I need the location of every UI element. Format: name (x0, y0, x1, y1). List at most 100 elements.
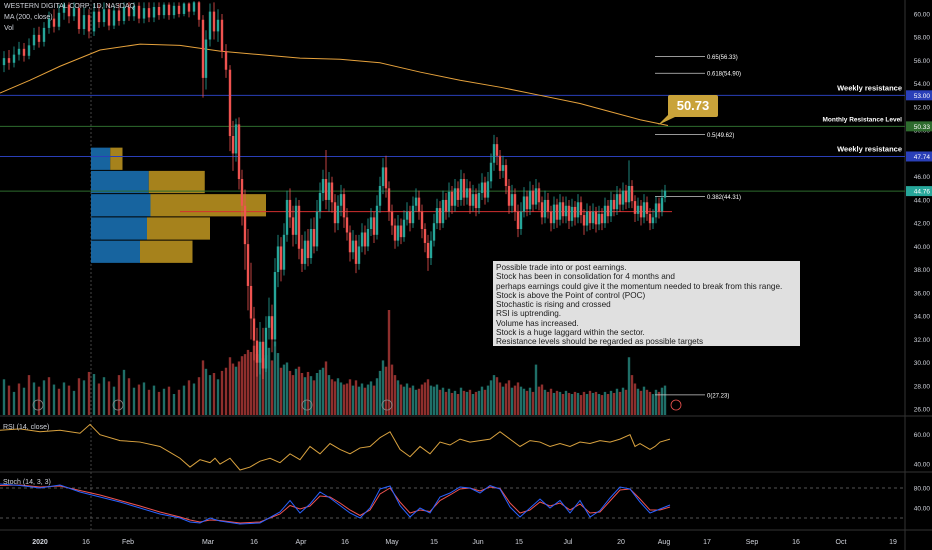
volume-bar (657, 391, 661, 415)
stoch-k-line (0, 483, 671, 525)
price-tick: 36.00 (914, 290, 931, 297)
candle-body (411, 205, 415, 224)
volume-bar (224, 367, 228, 415)
volume-bar (570, 394, 574, 415)
candle-body (504, 165, 508, 186)
candle-body (264, 327, 268, 369)
candle-body (537, 188, 541, 203)
candle-body (594, 211, 598, 225)
candle-body (645, 202, 649, 214)
candle-body (92, 11, 96, 32)
candle-body (546, 199, 550, 212)
volume-bar (285, 362, 289, 415)
volume-bar (172, 394, 176, 415)
volume-bar (354, 380, 358, 415)
candle-body (435, 208, 439, 224)
volume-bar (318, 369, 322, 415)
volume-bar (630, 375, 634, 415)
volume-bar (660, 387, 664, 415)
volume-bar (17, 383, 21, 415)
volume-bar (441, 387, 445, 415)
candle-body (534, 188, 538, 205)
time-tick: 16 (341, 539, 349, 546)
rsi-pane: 40.00 60.00 (0, 423, 930, 471)
candle-body (97, 11, 101, 23)
volume-bar (423, 382, 427, 415)
volume-bar (231, 363, 235, 415)
candle-body (477, 192, 481, 209)
volume-bar (636, 388, 640, 415)
price-axis: 26.00 28.00 30.00 32.00 34.00 36.00 38.00 40.00… (906, 11, 932, 414)
volume-bar (495, 377, 499, 415)
callout-pointer (658, 115, 675, 125)
volume-bar (157, 391, 161, 415)
candle-body (366, 229, 370, 247)
price-tick: 38.00 (914, 267, 931, 274)
price-tick: 42.00 (914, 221, 931, 228)
stoch-tick: 80.00 (914, 486, 931, 493)
time-tick: 15 (430, 539, 438, 546)
candle-body (576, 202, 580, 218)
volume-bar (375, 378, 379, 415)
candle-body (297, 205, 301, 249)
candle-body (333, 202, 337, 224)
volume-bar (237, 361, 241, 415)
volume-bar (243, 354, 247, 415)
volume-bar (546, 391, 550, 415)
price-callout: 50.73 (668, 95, 718, 117)
price-tick: 54.00 (914, 81, 931, 88)
candle-body (375, 205, 379, 235)
volume-bar (67, 385, 71, 415)
volume-bar (62, 382, 66, 415)
volume-bar (137, 384, 141, 415)
candle-body (306, 240, 310, 259)
candle-body (276, 246, 280, 273)
volume-bar (384, 366, 388, 415)
volume-bar (117, 375, 121, 415)
candle-body (351, 240, 355, 253)
volume-bar (267, 347, 271, 415)
candle-body (2, 58, 6, 66)
volume-bar (220, 370, 224, 415)
candle-body (288, 199, 292, 218)
volume-bar (591, 392, 595, 415)
candle-body (62, 4, 66, 13)
volume-bar (208, 375, 212, 415)
volume-bar (345, 383, 349, 415)
candle-body (525, 196, 529, 210)
candle-body (630, 185, 634, 202)
volume-bar (303, 377, 307, 415)
candle-body (246, 244, 250, 286)
volume-bar (555, 390, 559, 415)
candle-body (402, 219, 406, 238)
volume-bar (330, 379, 334, 415)
note-line: perhaps earnings could give it the momen… (496, 281, 783, 291)
candle-body (258, 341, 262, 363)
candle-body (453, 188, 457, 206)
volume-bar (609, 390, 613, 415)
price-badge (906, 151, 932, 162)
volume-bar (522, 388, 526, 415)
candle-body (384, 167, 388, 189)
volume-bar (558, 391, 562, 415)
rsi-line (0, 423, 671, 471)
volume-bar (387, 310, 391, 415)
volume-bar (561, 394, 565, 415)
time-tick: 16 (792, 539, 800, 546)
volume-bar (645, 389, 649, 415)
fib-label: 0.618(54.90) (707, 72, 741, 78)
volume-bar (504, 383, 508, 415)
volume-bar (315, 373, 319, 415)
price-badge (906, 90, 932, 101)
candle-body (177, 5, 181, 14)
volume-bar (498, 382, 502, 415)
price-tick: 28.00 (914, 383, 931, 390)
candle-body (127, 6, 131, 17)
vp-down-bar (148, 170, 205, 194)
candle-body (498, 155, 502, 171)
volume-bar (288, 370, 292, 415)
volume-bar (342, 384, 346, 415)
volume-bar (32, 382, 36, 415)
